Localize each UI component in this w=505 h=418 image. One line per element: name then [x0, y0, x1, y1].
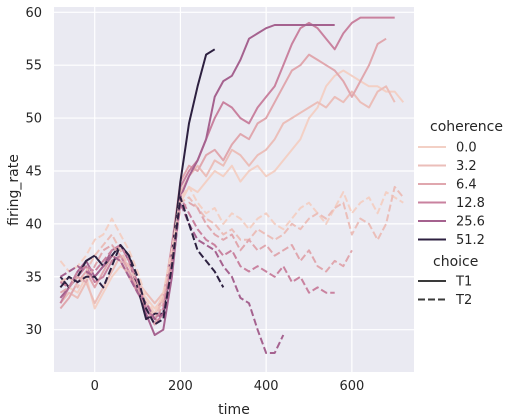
y-axis-label: firing_rate	[6, 154, 22, 226]
x-tick-labels: 0 200 400 600	[91, 379, 365, 394]
series-line-25-6-t1	[59, 24, 335, 336]
y-tick-labels: 30 35 40 45 50 55 60	[25, 6, 42, 338]
x-tick-label: 0	[91, 379, 99, 394]
y-tick-label: 45	[25, 164, 42, 179]
series-line-12-8-t2	[59, 196, 335, 321]
legend-entry-label: 51.2	[456, 233, 485, 248]
series-lines	[59, 16, 405, 354]
series-line-51-2-t2	[59, 196, 225, 326]
legend-style-title: choice	[433, 254, 478, 270]
legend-entry-label: T2	[455, 293, 472, 308]
y-tick-label: 50	[25, 112, 42, 127]
grid-lines	[54, 7, 414, 372]
x-tick-label: 200	[168, 379, 193, 394]
y-tick-label: 30	[25, 323, 42, 338]
y-tick-label: 55	[25, 59, 42, 74]
series-line-25-6-t2	[59, 201, 285, 354]
legend-entry-label: T1	[455, 275, 472, 290]
plot-background	[54, 7, 414, 372]
legend-entry-label: 6.4	[456, 178, 477, 193]
y-tick-label: 40	[25, 217, 42, 232]
series-line-3-2-t2	[59, 185, 405, 321]
legend-entry-label: 25.6	[456, 215, 485, 230]
legend-hue-title: coherence	[430, 119, 503, 135]
series-line-0-0-t1	[59, 69, 405, 310]
series-line-51-2-t1	[59, 48, 216, 321]
series-line-0-0-t2	[59, 185, 404, 315]
y-tick-label: 60	[25, 6, 42, 21]
legend-entry-label: 12.8	[456, 196, 485, 211]
series-line-3-2-t1	[59, 85, 396, 305]
x-tick-label: 600	[339, 379, 364, 394]
x-tick-label: 400	[254, 379, 279, 394]
legend-entry-label: 0.0	[456, 141, 477, 156]
legend-entry-label: 3.2	[456, 159, 477, 174]
legend: coherence 0.0 3.2 6.4 12.8 25.6 51.2 choice T1 T2	[418, 119, 503, 308]
y-tick-label: 35	[25, 270, 42, 285]
series-line-6-4-t2	[59, 201, 353, 326]
x-axis-label: time	[218, 402, 250, 418]
